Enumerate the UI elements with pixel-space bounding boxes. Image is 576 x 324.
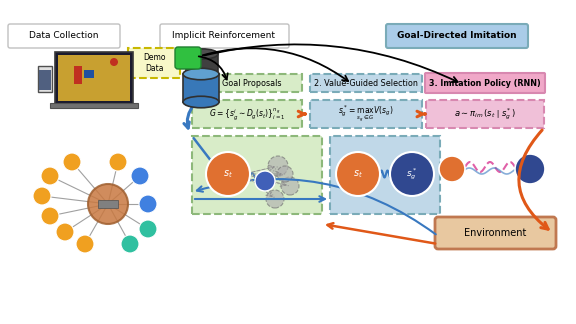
Bar	[58, 55, 130, 101]
Text: 1. Goal Proposals: 1. Goal Proposals	[212, 78, 282, 87]
Bar	[128, 48, 180, 78]
Bar	[55, 52, 133, 104]
Bar	[50, 103, 138, 108]
FancyArrowPatch shape	[197, 179, 436, 234]
Circle shape	[41, 167, 59, 185]
Text: $s_t$: $s_t$	[353, 168, 363, 180]
Text: $a \sim \pi_{im}\,(s_t \mid s_g^*)$: $a \sim \pi_{im}\,(s_t \mid s_g^*)$	[454, 106, 516, 122]
Ellipse shape	[183, 68, 219, 80]
Text: Data Collection: Data Collection	[29, 31, 98, 40]
Text: Demo
Data: Demo Data	[143, 53, 165, 73]
Circle shape	[63, 153, 81, 171]
Circle shape	[76, 235, 94, 253]
Text: 3. Imitation Policy (RNN): 3. Imitation Policy (RNN)	[429, 78, 541, 87]
Text: Implicit Reinforcement: Implicit Reinforcement	[172, 31, 275, 40]
Ellipse shape	[186, 81, 218, 91]
FancyArrowPatch shape	[195, 196, 325, 202]
Circle shape	[88, 184, 128, 224]
FancyBboxPatch shape	[425, 73, 545, 93]
Text: 2. Value-Guided Selection: 2. Value-Guided Selection	[314, 78, 418, 87]
Ellipse shape	[183, 96, 219, 108]
Text: $s_g^*$: $s_g^*$	[406, 166, 418, 182]
Circle shape	[277, 166, 293, 182]
Bar	[186, 54, 218, 86]
Bar	[192, 74, 302, 92]
Bar	[192, 136, 322, 214]
Circle shape	[121, 235, 139, 253]
Circle shape	[56, 223, 74, 241]
Text: Goal-Directed Imitation: Goal-Directed Imitation	[397, 31, 517, 40]
FancyBboxPatch shape	[386, 24, 528, 48]
Bar	[70, 61, 98, 89]
Bar	[330, 136, 440, 214]
Bar	[84, 70, 94, 78]
Circle shape	[206, 152, 250, 196]
Bar	[74, 66, 82, 84]
Text: Environment: Environment	[464, 228, 526, 238]
Bar	[38, 66, 52, 92]
Circle shape	[131, 167, 149, 185]
Circle shape	[281, 177, 299, 195]
Circle shape	[439, 156, 465, 182]
Text: $s_g^* = \underset{s_g \in G}{\max} V(s_g)$: $s_g^* = \underset{s_g \in G}{\max} V(s_…	[338, 104, 394, 124]
FancyBboxPatch shape	[160, 24, 289, 48]
FancyArrowPatch shape	[328, 223, 435, 244]
Text: $G = \{s_g^i \sim D_g(s_t)\}_{i=1}^{n_g}$: $G = \{s_g^i \sim D_g(s_t)\}_{i=1}^{n_g}…	[209, 106, 285, 122]
FancyBboxPatch shape	[8, 24, 120, 48]
FancyArrowPatch shape	[519, 130, 548, 229]
Text: $s_t$: $s_t$	[223, 168, 233, 180]
Circle shape	[109, 153, 127, 171]
Circle shape	[110, 58, 118, 66]
Ellipse shape	[186, 49, 218, 59]
FancyBboxPatch shape	[435, 217, 556, 249]
Circle shape	[33, 187, 51, 205]
Bar	[98, 200, 118, 208]
Bar	[183, 74, 219, 102]
Circle shape	[336, 152, 380, 196]
Circle shape	[139, 195, 157, 213]
FancyBboxPatch shape	[175, 47, 201, 69]
Circle shape	[139, 220, 157, 238]
Circle shape	[255, 171, 275, 191]
Circle shape	[41, 207, 59, 225]
Text: $s_g^*$: $s_g^*$	[525, 153, 535, 169]
Bar	[310, 100, 422, 128]
Bar	[39, 70, 51, 90]
Circle shape	[268, 156, 288, 176]
Bar	[426, 100, 544, 128]
Circle shape	[390, 152, 434, 196]
Text: $s_t$: $s_t$	[444, 156, 452, 166]
Bar	[192, 100, 302, 128]
Circle shape	[266, 190, 284, 208]
Circle shape	[515, 154, 545, 184]
Bar	[310, 74, 422, 92]
